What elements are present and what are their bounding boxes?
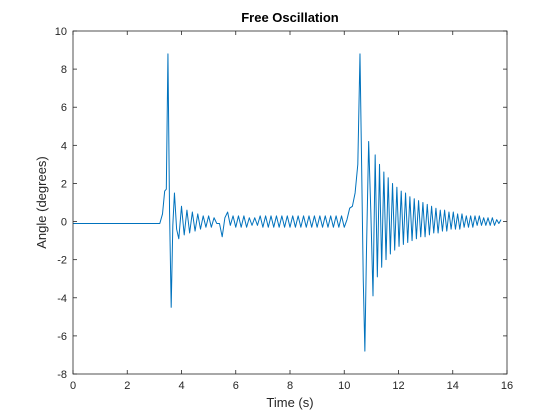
y-axis-label: Angle (degrees)	[34, 156, 49, 249]
x-tick-label: 12	[392, 380, 404, 392]
x-tick-label: 4	[178, 380, 184, 392]
y-tick-label: 8	[61, 64, 67, 76]
axes-box	[72, 30, 508, 375]
y-tick-label: 4	[61, 140, 67, 152]
x-tick-label: 8	[287, 380, 293, 392]
x-tick-labels: 0 2 4 6 8 10 12 14 16	[70, 380, 513, 392]
y-tick-label: -6	[57, 331, 67, 343]
plot-area	[73, 31, 507, 374]
series-line	[73, 53, 502, 352]
x-tick-label: 6	[233, 380, 239, 392]
x-tick-label: 10	[338, 380, 350, 392]
y-tick-labels: -8 -6 -4 -2 0 2 4 6 8 10	[55, 26, 67, 381]
y-tick-label: -4	[57, 293, 67, 305]
y-tick-label: 0	[61, 217, 67, 229]
x-tick-label: 14	[447, 380, 459, 392]
x-tick-label: 2	[124, 380, 130, 392]
x-tick-label: 16	[501, 380, 513, 392]
y-tick-label: 2	[61, 178, 67, 190]
y-tick-label: -2	[57, 255, 67, 267]
y-tick-label: 6	[61, 102, 67, 114]
y-tick-label: 10	[55, 26, 67, 38]
y-tick-label: -8	[57, 369, 67, 381]
chart-title: Free Oscillation	[241, 10, 339, 25]
x-tick-label: 0	[70, 380, 76, 392]
x-axis-label: Time (s)	[266, 395, 313, 410]
